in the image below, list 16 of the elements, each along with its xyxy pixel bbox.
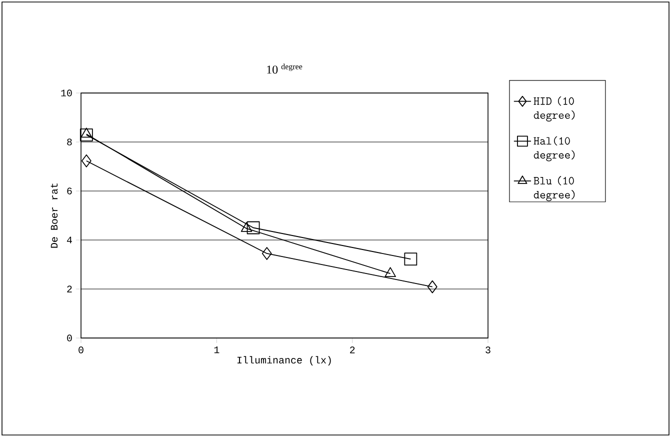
x-tick-label: 3 — [486, 346, 490, 354]
y-axis-title: De Boer rat — [50, 184, 58, 248]
y-tick-label: 6 — [67, 188, 72, 194]
y-tick-label: 0 — [67, 334, 72, 342]
y-tick-label: 2 — [67, 286, 72, 292]
legend-label: HID (10 degree) — [534, 96, 575, 122]
legend-label: Blu (10 degree) — [534, 176, 575, 202]
y-tick-label: 8 — [67, 138, 72, 146]
chart-title: 10 $^{degree}$ — [267, 64, 302, 74]
legend-label: Hal(10 degree) — [534, 136, 575, 162]
y-tick-label: 4 — [66, 236, 72, 244]
x-axis-title: Illuminance (lx) — [237, 356, 331, 366]
x-tick-label: 2 — [350, 346, 355, 354]
x-tick-label: 0 — [78, 346, 84, 354]
y-tick-label: 10 — [61, 90, 72, 96]
x-tick-label: 1 — [214, 346, 220, 354]
